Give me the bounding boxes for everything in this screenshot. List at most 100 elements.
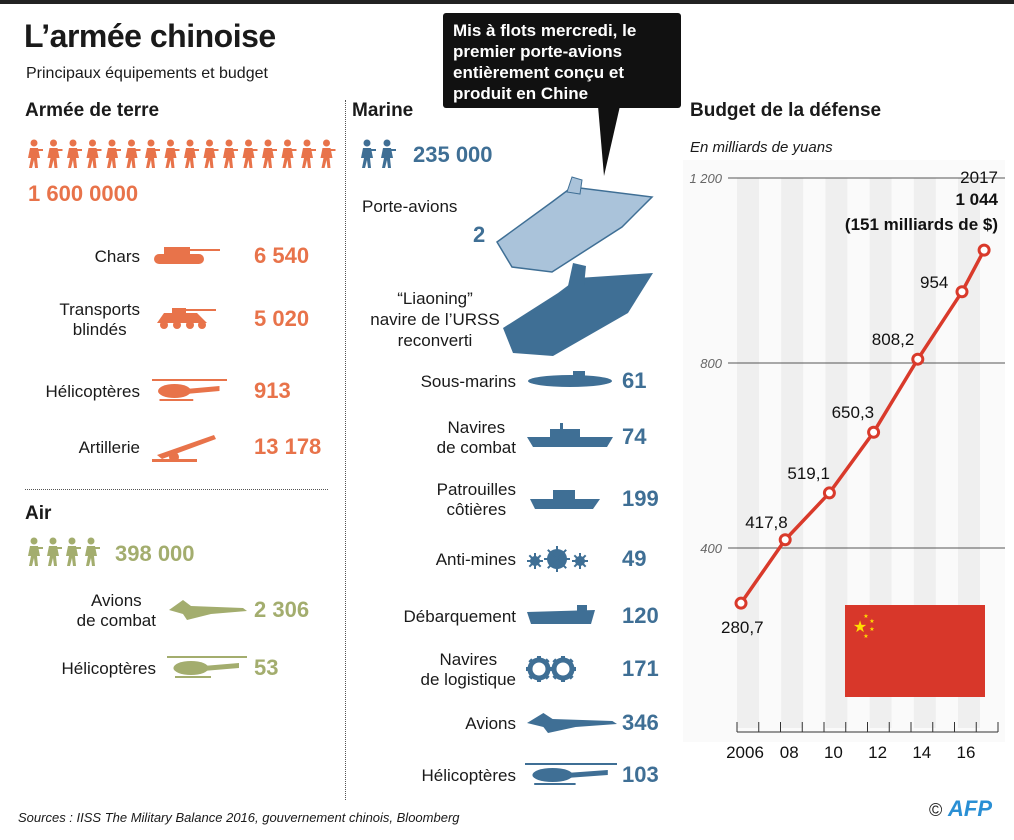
item-label: Hélicoptères [61, 659, 157, 678]
sources: Sources : IISS The Military Balance 2016… [18, 810, 460, 825]
year-band [781, 178, 804, 728]
page-subtitle: Principaux équipements et budget [26, 65, 268, 82]
data-point [911, 352, 925, 366]
liaoning-carrier-icon [503, 263, 653, 356]
afp-logo: AFP [948, 796, 992, 821]
item-label: Avions [465, 714, 516, 733]
soldier-icon [361, 139, 376, 168]
artillery-icon [152, 435, 216, 462]
annotation-year: 2017 [960, 168, 998, 187]
svg-text:★: ★ [869, 626, 874, 633]
item-label: Hélicoptères [421, 766, 517, 785]
liaoning-label: “Liaoning” navire de l’URSS reconverti [370, 289, 500, 350]
divider [345, 100, 346, 800]
item-value: 49 [622, 546, 647, 571]
tank-icon [154, 247, 220, 264]
data-label: 417,8 [745, 513, 788, 532]
item-value: 913 [254, 378, 291, 403]
soldier-icon [106, 139, 121, 168]
y-tick-label: 800 [700, 356, 722, 371]
year-band [737, 178, 759, 728]
annotation-value: 1 044 [955, 190, 998, 209]
soldier-icon [28, 139, 43, 168]
soldier-icon [86, 139, 102, 168]
submarine-icon [528, 371, 612, 387]
annotation-usd: (151 milliards de $) [845, 215, 998, 234]
y-tick-label: 1 200 [689, 171, 722, 186]
carrier-value: 2 [473, 222, 486, 247]
item-value: 199 [622, 486, 659, 511]
y-tick-label: 400 [700, 541, 722, 556]
item-value: 13 178 [254, 434, 322, 459]
patrol-boat-icon [530, 490, 600, 509]
warship-icon [527, 423, 613, 447]
item-label: Chars [94, 247, 140, 266]
soldier-icon [281, 139, 297, 168]
year-band [958, 178, 980, 728]
army-personnel: 1 600 0000 [28, 181, 139, 206]
data-point [955, 285, 969, 299]
soldier-icon [203, 139, 219, 168]
gears-icon [526, 656, 576, 682]
helicopter-icon [167, 656, 247, 678]
armored-vehicle-icon [157, 308, 216, 329]
callout-pointer [598, 106, 620, 176]
soldier-icon [164, 139, 180, 168]
data-label: 519,1 [787, 464, 830, 483]
data-point [822, 486, 836, 500]
svg-text:★: ★ [863, 633, 868, 640]
x-tick-label: 14 [912, 743, 931, 762]
air-soldiers-icon [28, 537, 100, 566]
navy-heading: Marine [352, 100, 414, 121]
soldier-icon [320, 139, 336, 168]
top-bar [0, 0, 1014, 4]
item-label: Artillerie [78, 438, 140, 457]
navy-personnel: 235 000 [413, 142, 493, 167]
fighter-jet-icon [169, 600, 247, 620]
item-label: Anti-mines [435, 550, 516, 569]
item-label: Sous-marins [420, 372, 516, 391]
soldier-icon [223, 139, 238, 168]
data-label: 808,2 [872, 330, 915, 349]
item-label: Hélicoptères [45, 382, 141, 401]
item-value: 103 [622, 762, 659, 787]
x-tick-label: 16 [957, 743, 976, 762]
helicopter-icon [525, 763, 617, 785]
item-value: 120 [622, 603, 659, 628]
data-label: 954 [920, 273, 948, 292]
soldier-icon [85, 537, 100, 566]
data-label: 280,7 [721, 618, 764, 637]
item-value: 74 [622, 424, 647, 449]
item-label: Navires de combat [436, 418, 516, 457]
soldier-icon [47, 537, 62, 566]
air-heading: Air [25, 503, 52, 524]
carrier-label: Porte-avions [362, 197, 458, 216]
helicopter-icon [152, 379, 227, 401]
new-carrier-icon [496, 176, 654, 273]
item-label: Patrouilles côtières [436, 480, 516, 519]
x-tick-label: 10 [824, 743, 843, 762]
item-label: Navires de logistique [420, 650, 516, 689]
item-label: Débarquement [403, 607, 516, 626]
soldier-icon [47, 139, 63, 168]
page-title: L’armée chinoise [24, 18, 276, 54]
data-label: 650,3 [832, 403, 875, 422]
item-value: 346 [622, 710, 659, 735]
soldier-icon [66, 537, 81, 566]
item-value: 6 540 [254, 243, 310, 268]
soldier-icon [301, 139, 316, 168]
soldier-icon [145, 139, 160, 168]
svg-text:★: ★ [853, 619, 867, 636]
chart-title: Budget de la défense [690, 100, 882, 121]
army-heading: Armée de terre [25, 100, 160, 121]
soldier-icon [242, 139, 258, 168]
mine-icon [527, 546, 588, 572]
data-point [734, 596, 748, 610]
fighter-jet-icon [527, 713, 617, 733]
item-label: Avions de combat [76, 591, 156, 630]
item-value: 171 [622, 656, 659, 681]
year-band [869, 178, 892, 728]
soldier-icon [381, 139, 396, 168]
svg-text:★: ★ [863, 613, 868, 620]
china-flag-icon [845, 605, 985, 697]
